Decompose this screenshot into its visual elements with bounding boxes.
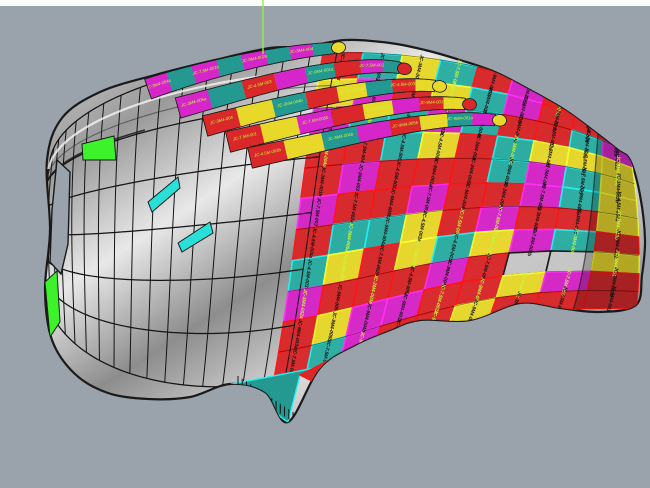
svg-text:JC-7.5M-001: JC-7.5M-001	[358, 62, 385, 68]
